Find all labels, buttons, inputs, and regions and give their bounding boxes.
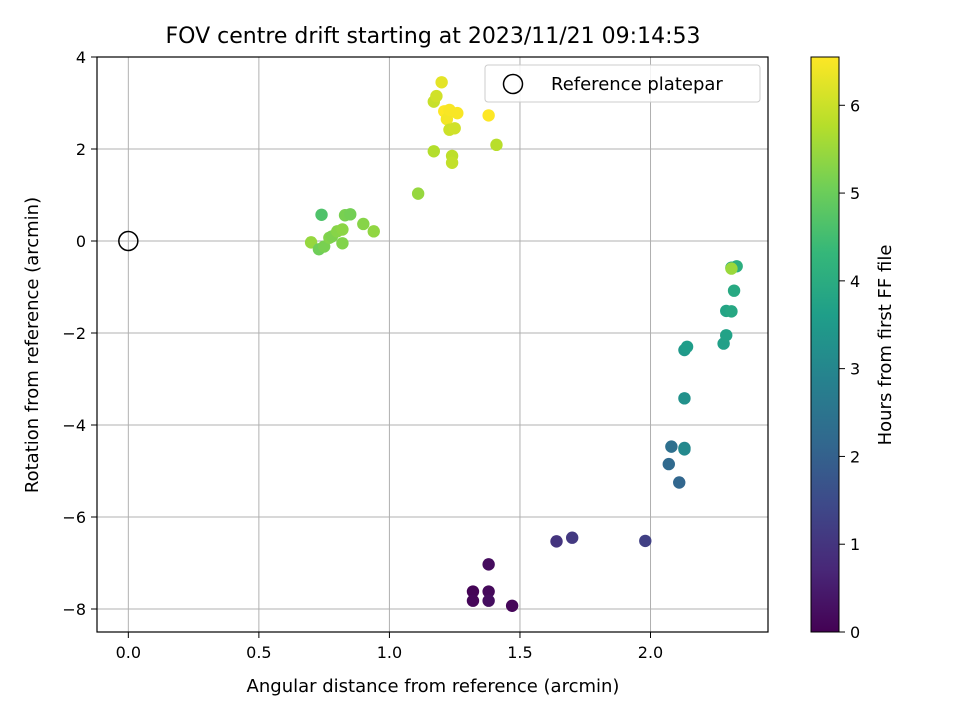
- x-tick-label: 0.5: [246, 643, 271, 662]
- x-axis-ticks: 0.0 0.5 1.0 1.5 2.0: [116, 632, 663, 662]
- grid: [97, 56, 768, 632]
- plot-frame: [96, 56, 769, 633]
- y-tick-label: 0: [76, 232, 86, 251]
- data-point: [482, 585, 495, 598]
- data-point: [445, 156, 459, 169]
- x-axis-label: Angular distance from reference (arcmin): [247, 676, 620, 697]
- data-point: [367, 225, 380, 238]
- legend-marker-icon: [502, 73, 524, 95]
- data-point: [451, 106, 464, 120]
- data-point: [315, 208, 328, 221]
- data-point: [678, 443, 691, 456]
- data-point: [490, 138, 503, 152]
- y-tick-label: 2: [76, 140, 86, 159]
- data-point: [639, 534, 652, 548]
- data-point: [662, 457, 675, 471]
- data-point: [411, 187, 425, 200]
- data-point: [466, 594, 480, 607]
- data-point: [466, 585, 480, 598]
- legend: Reference platepar: [484, 64, 761, 103]
- y-axis-ticks: −8 −6 −4 −2 0 2 4: [62, 48, 97, 619]
- data-point: [482, 109, 495, 122]
- x-tick-label: 1.0: [377, 643, 402, 662]
- y-tick-label: −4: [62, 416, 86, 435]
- data-point: [673, 476, 686, 489]
- y-tick-label: −2: [62, 324, 86, 343]
- data-point: [725, 305, 738, 318]
- scatter-points: [304, 76, 743, 612]
- reference-point-marker: [118, 230, 139, 252]
- data-point: [482, 558, 495, 571]
- data-point: [430, 89, 443, 103]
- data-point: [344, 208, 357, 221]
- colorbar-tick-label: 0: [850, 623, 860, 642]
- colorbar: [810, 56, 840, 633]
- data-point: [336, 223, 349, 236]
- x-tick-label: 0.0: [116, 643, 141, 662]
- data-point: [720, 329, 733, 342]
- colorbar-tick-label: 1: [850, 535, 860, 554]
- legend-entry-reference: Reference platepar: [551, 74, 723, 95]
- data-point: [448, 122, 461, 135]
- x-tick-label: 2.0: [638, 643, 663, 662]
- data-point: [565, 531, 579, 544]
- y-tick-label: 4: [76, 48, 86, 67]
- data-point: [665, 440, 678, 453]
- data-point: [678, 392, 691, 405]
- colorbar-tick-label: 5: [850, 184, 860, 203]
- colorbar-ticks: 0 1 2 3 4 5 6: [839, 96, 860, 642]
- y-tick-label: −8: [62, 600, 86, 619]
- y-tick-label: −6: [62, 508, 86, 527]
- data-point: [427, 145, 441, 158]
- data-point: [357, 217, 370, 231]
- data-point: [482, 594, 495, 607]
- data-point: [336, 237, 349, 250]
- data-point: [680, 340, 694, 353]
- legend-box: [484, 64, 761, 103]
- y-axis-label: Rotation from reference (arcmin): [22, 197, 43, 493]
- colorbar-tick-label: 3: [850, 360, 860, 379]
- colorbar-label: Hours from first FF file: [875, 245, 896, 446]
- data-point: [435, 76, 448, 89]
- chart-title: FOV centre drift starting at 2023/11/21 …: [166, 24, 701, 49]
- data-point: [725, 262, 738, 275]
- data-point: [727, 284, 741, 297]
- data-point: [505, 599, 519, 612]
- colorbar-tick-label: 6: [850, 96, 860, 115]
- colorbar-tick-label: 4: [850, 272, 860, 291]
- colorbar-tick-label: 2: [850, 447, 860, 466]
- data-point: [550, 535, 563, 548]
- x-tick-label: 1.5: [507, 643, 532, 662]
